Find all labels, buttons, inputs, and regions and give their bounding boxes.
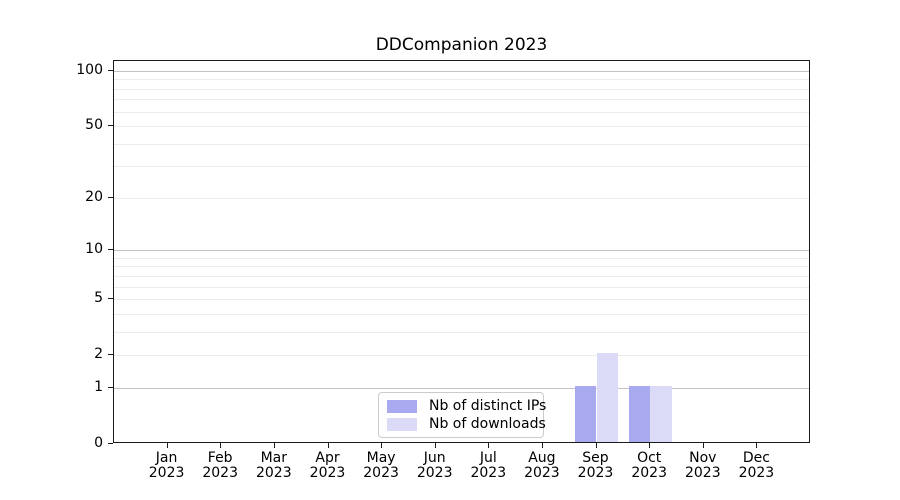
gridline-minor-2 xyxy=(114,355,809,357)
bar-sep-nb-of-distinct-ips xyxy=(575,385,597,442)
x-tick-year-sep: 2023 xyxy=(577,465,614,481)
y-tick-100 xyxy=(108,69,113,71)
y-tick-label-50: 50 xyxy=(85,117,103,133)
x-tick-label-dec: Dec 2023 xyxy=(724,451,788,481)
x-tick-feb xyxy=(220,443,222,448)
gridline-major-1 xyxy=(114,387,809,389)
y-tick-label-100: 100 xyxy=(76,61,103,78)
gridline-major-10 xyxy=(114,250,809,252)
legend-label-nb-of-downloads: Nb of downloads xyxy=(429,416,546,432)
x-tick-label-jun: Jun 2023 xyxy=(403,451,467,481)
x-tick-month-dec: Dec xyxy=(742,450,770,466)
x-tick-year-mar: 2023 xyxy=(255,465,292,481)
x-tick-year-apr: 2023 xyxy=(309,465,346,481)
x-tick-label-jul: Jul 2023 xyxy=(456,451,520,481)
gridline-minor-3 xyxy=(114,331,809,333)
bar-sep-nb-of-downloads xyxy=(596,353,618,442)
x-tick-label-feb: Feb 2023 xyxy=(188,451,252,481)
gridline-minor-5 xyxy=(114,299,809,301)
gridline-minor-30 xyxy=(114,166,809,168)
gridline-minor-50 xyxy=(114,126,809,127)
y-tick-label-0: 0 xyxy=(94,435,103,451)
chart-title: DDCompanion 2023 xyxy=(375,35,548,55)
x-tick-year-jan: 2023 xyxy=(148,465,185,481)
y-tick-10 xyxy=(108,249,113,251)
x-tick-label-jan: Jan 2023 xyxy=(135,451,199,481)
x-tick-month-jul: Jul xyxy=(479,450,497,466)
gridline-minor-7 xyxy=(114,275,809,277)
legend-item-nb-of-downloads: Nb of downloads xyxy=(387,416,546,432)
plot-area xyxy=(113,60,810,443)
y-tick-label-2: 2 xyxy=(94,346,103,363)
x-tick-year-aug: 2023 xyxy=(524,465,560,481)
gridline-minor-20 xyxy=(114,197,809,199)
gridline-minor-90 xyxy=(114,79,809,81)
y-tick-label-10: 10 xyxy=(85,241,103,258)
y-tick-20 xyxy=(108,196,113,198)
x-tick-label-oct: Oct 2023 xyxy=(617,451,681,481)
x-tick-label-nov: Nov 2023 xyxy=(671,451,735,481)
gridline-minor-6 xyxy=(114,286,809,288)
x-tick-month-feb: Feb xyxy=(207,450,233,466)
x-tick-may xyxy=(381,443,383,448)
x-tick-nov xyxy=(702,443,704,448)
x-tick-jul xyxy=(488,443,490,448)
gridline-major-100 xyxy=(114,70,809,72)
x-tick-month-mar: Mar xyxy=(260,450,287,466)
x-tick-label-may: May 2023 xyxy=(349,451,413,481)
x-tick-label-mar: Mar 2023 xyxy=(242,451,306,481)
x-tick-month-aug: Aug xyxy=(528,450,556,466)
x-tick-oct xyxy=(649,443,651,448)
gridline-minor-4 xyxy=(114,313,809,315)
x-tick-year-jun: 2023 xyxy=(416,465,453,481)
bar-oct-nb-of-downloads xyxy=(650,385,672,442)
y-tick-1 xyxy=(108,386,113,388)
x-tick-dec xyxy=(756,443,758,448)
y-tick-label-1: 1 xyxy=(94,378,103,395)
x-tick-month-apr: Apr xyxy=(315,450,340,466)
legend: Nb of distinct IPs Nb of downloads xyxy=(378,392,546,438)
gridline-minor-80 xyxy=(114,88,809,90)
x-tick-sep xyxy=(595,443,597,448)
x-tick-label-aug: Aug 2023 xyxy=(510,451,574,481)
x-tick-month-oct: Oct xyxy=(637,450,662,466)
x-tick-year-feb: 2023 xyxy=(202,465,238,481)
y-tick-0 xyxy=(108,443,113,444)
x-tick-month-jun: Jun xyxy=(423,450,446,466)
x-tick-apr xyxy=(327,443,329,448)
gridline-minor-70 xyxy=(114,99,809,101)
gridline-minor-8 xyxy=(114,266,809,268)
y-tick-label-5: 5 xyxy=(94,290,103,307)
x-tick-year-may: 2023 xyxy=(363,465,399,481)
legend-color-swatch-nb-of-downloads xyxy=(387,417,417,431)
gridline-minor-9 xyxy=(114,257,809,259)
bar-oct-nb-of-distinct-ips xyxy=(628,385,651,442)
x-tick-label-sep: Sep 2023 xyxy=(564,451,628,481)
x-tick-aug xyxy=(541,443,543,448)
x-tick-month-may: May xyxy=(366,450,396,466)
x-tick-jan xyxy=(166,443,168,448)
x-tick-label-apr: Apr 2023 xyxy=(296,451,360,481)
x-tick-month-nov: Nov xyxy=(689,450,717,466)
y-tick-2 xyxy=(108,354,113,356)
y-tick-50 xyxy=(108,125,113,126)
gridline-minor-40 xyxy=(114,143,809,145)
x-tick-jun xyxy=(434,443,436,448)
gridline-minor-60 xyxy=(114,111,809,113)
x-tick-year-dec: 2023 xyxy=(738,465,775,481)
x-tick-month-sep: Sep xyxy=(582,450,609,466)
legend-color-swatch-nb-of-distinct-ips xyxy=(387,399,417,413)
x-tick-year-oct: 2023 xyxy=(631,465,667,481)
x-tick-year-jul: 2023 xyxy=(470,465,507,481)
y-tick-5 xyxy=(108,298,113,300)
legend-item-nb-of-distinct-ips: Nb of distinct IPs xyxy=(387,398,546,414)
legend-label-nb-of-distinct-ips: Nb of distinct IPs xyxy=(429,398,547,414)
x-tick-year-nov: 2023 xyxy=(684,465,721,481)
y-tick-label-20: 20 xyxy=(85,188,103,205)
x-tick-mar xyxy=(273,443,275,448)
x-tick-month-jan: Jan xyxy=(155,450,178,466)
